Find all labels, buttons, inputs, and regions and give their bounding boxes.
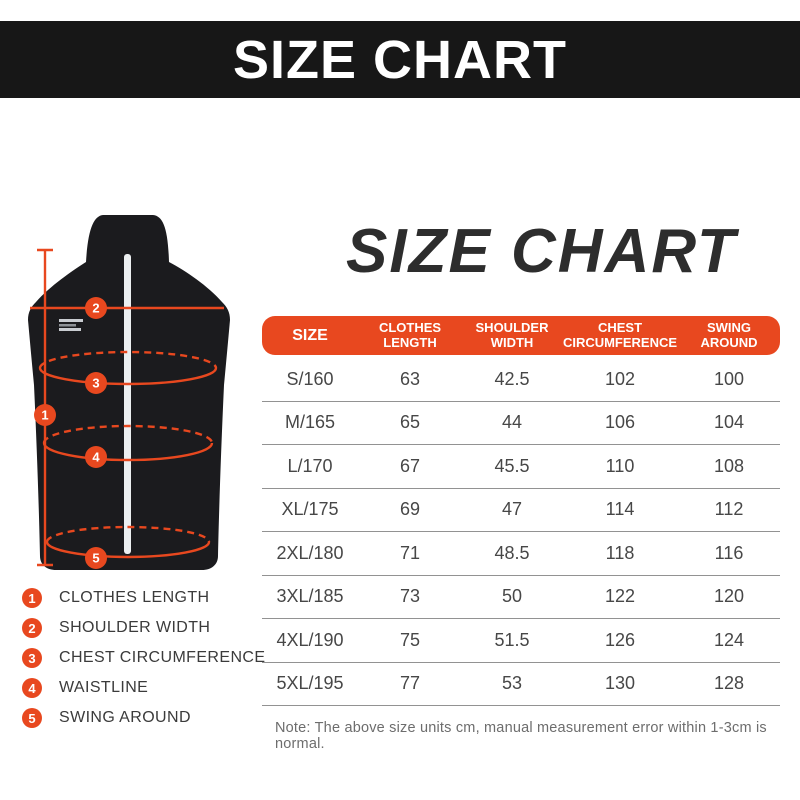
table-cell: 120 xyxy=(713,586,745,607)
vest-diagram: 1 2 3 4 5 xyxy=(28,215,230,570)
table-row: XL/175 69 47 114 112 xyxy=(262,489,780,532)
legend-number-badge: 2 xyxy=(22,618,42,638)
table-cell: 75 xyxy=(399,629,421,650)
brand-patch xyxy=(58,318,85,331)
marker-number: 3 xyxy=(92,376,99,391)
legend-item: 5 SWING AROUND xyxy=(22,708,265,728)
table-cell: 2XL/180 xyxy=(276,542,344,563)
table-cell: 124 xyxy=(713,629,745,650)
top-banner: SIZE CHART xyxy=(0,21,800,98)
legend-item: 3 CHEST CIRCUMFERENCE xyxy=(22,648,265,668)
legend-number-badge: 1 xyxy=(22,588,42,608)
table-cell: 65 xyxy=(399,412,421,433)
legend-number-badge: 3 xyxy=(22,648,42,668)
table-cell: 104 xyxy=(713,412,745,433)
table-row: M/165 65 44 106 104 xyxy=(262,402,780,445)
marker-chest-circumference: 3 xyxy=(85,372,107,394)
table-cell: 106 xyxy=(604,412,636,433)
legend-item-label: CHEST CIRCUMFERENCE xyxy=(59,649,266,666)
legend-item-label: WAISTLINE xyxy=(59,679,149,696)
measurement-legend: 1 CLOTHES LENGTH 2 SHOULDER WIDTH 3 CHEST CIR… xyxy=(22,588,265,738)
table-row: 2XL/180 71 48.5 118 116 xyxy=(262,532,780,576)
marker-number: 1 xyxy=(41,408,48,423)
table-cell: 3XL/185 xyxy=(276,586,344,607)
header-cell: SWING AROUND xyxy=(700,319,758,350)
swing-ellipse-solid xyxy=(45,541,211,559)
table-cell: 4XL/190 xyxy=(276,629,344,650)
table-cell: 5XL/195 xyxy=(276,673,344,694)
marker-number: 4 xyxy=(92,450,100,465)
table-cell: 77 xyxy=(399,673,421,694)
header-cell: CLOTHES LENGTH xyxy=(378,319,442,350)
vest-center-stripe xyxy=(124,254,131,554)
table-cell: 116 xyxy=(714,542,744,563)
table-cell: 51.5 xyxy=(494,629,530,650)
size-table: SIZE CLOTHES LENGTH SHOULDER WIDTH CHEST CI… xyxy=(262,316,780,752)
marker-waistline: 4 xyxy=(85,446,107,468)
legend-item: 1 CLOTHES LENGTH xyxy=(22,588,265,608)
table-cell: 118 xyxy=(605,542,635,563)
legend-item-label: CLOTHES LENGTH xyxy=(59,589,210,606)
marker-swing-around: 5 xyxy=(85,547,107,569)
table-cell: 44 xyxy=(501,412,523,433)
table-cell: 114 xyxy=(605,499,635,520)
swing-ellipse-dashed xyxy=(45,525,211,543)
table-cell: 126 xyxy=(604,629,636,650)
waist-ellipse-solid xyxy=(42,442,214,462)
measurement-note: Note: The above size units cm, manual me… xyxy=(275,720,767,752)
table-cell: 63 xyxy=(399,368,421,389)
table-cell: 128 xyxy=(713,673,745,694)
table-cell: 50 xyxy=(501,586,523,607)
table-cell: S/160 xyxy=(286,368,334,389)
header-cell: SIZE xyxy=(292,326,328,344)
table-cell: 130 xyxy=(604,673,636,694)
marker-clothes-length: 1 xyxy=(34,404,56,426)
table-row: 5XL/195 77 53 130 128 xyxy=(262,663,780,706)
table-row: S/160 63 42.5 102 100 xyxy=(262,358,780,402)
table-cell: 100 xyxy=(713,368,745,389)
table-cell: 48.5 xyxy=(494,542,530,563)
size-table-body: S/160 63 42.5 102 100 M/165 65 44 106 104 L/170 67 4… xyxy=(262,358,780,706)
table-cell: 47 xyxy=(501,499,523,520)
marker-number: 5 xyxy=(92,551,99,566)
header-cell: SHOULDER WIDTH xyxy=(475,319,549,350)
table-row: 3XL/185 73 50 122 120 xyxy=(262,576,780,619)
table-cell: 53 xyxy=(501,673,523,694)
table-cell: 69 xyxy=(399,499,421,520)
size-table-header: SIZE CLOTHES LENGTH SHOULDER WIDTH CHEST CI… xyxy=(262,316,780,355)
legend-item: 4 WAISTLINE xyxy=(22,678,265,698)
waist-ellipse-dashed xyxy=(42,424,214,444)
table-cell: 102 xyxy=(604,368,636,389)
legend-number-badge: 4 xyxy=(22,678,42,698)
table-cell: 42.5 xyxy=(494,368,530,389)
chest-ellipse-solid xyxy=(38,367,218,386)
legend-item-label: SHOULDER WIDTH xyxy=(59,619,211,636)
marker-shoulder-width: 2 xyxy=(85,297,107,319)
legend-item-label: SWING AROUND xyxy=(59,709,191,726)
legend-number-badge: 5 xyxy=(22,708,42,728)
table-cell: 71 xyxy=(399,542,421,563)
table-cell: L/170 xyxy=(287,455,333,476)
legend-item: 2 SHOULDER WIDTH xyxy=(22,618,265,638)
marker-number: 2 xyxy=(92,301,99,316)
table-cell: XL/175 xyxy=(281,499,339,520)
table-cell: 73 xyxy=(399,586,421,607)
table-row: 4XL/190 75 51.5 126 124 xyxy=(262,619,780,663)
header-cell: CHEST CIRCUMFERENCE xyxy=(562,319,678,350)
table-row: L/170 67 45.5 110 108 xyxy=(262,445,780,489)
table-cell: 112 xyxy=(714,499,744,520)
table-cell: 122 xyxy=(604,586,636,607)
table-cell: 108 xyxy=(713,455,745,476)
table-cell: M/165 xyxy=(284,412,336,433)
section-title: SIZE CHART xyxy=(346,217,737,286)
chest-ellipse-dashed xyxy=(38,350,218,369)
table-cell: 45.5 xyxy=(494,455,530,476)
table-cell: 110 xyxy=(605,455,635,476)
banner-title: SIZE CHART xyxy=(233,29,567,90)
table-cell: 67 xyxy=(399,455,421,476)
